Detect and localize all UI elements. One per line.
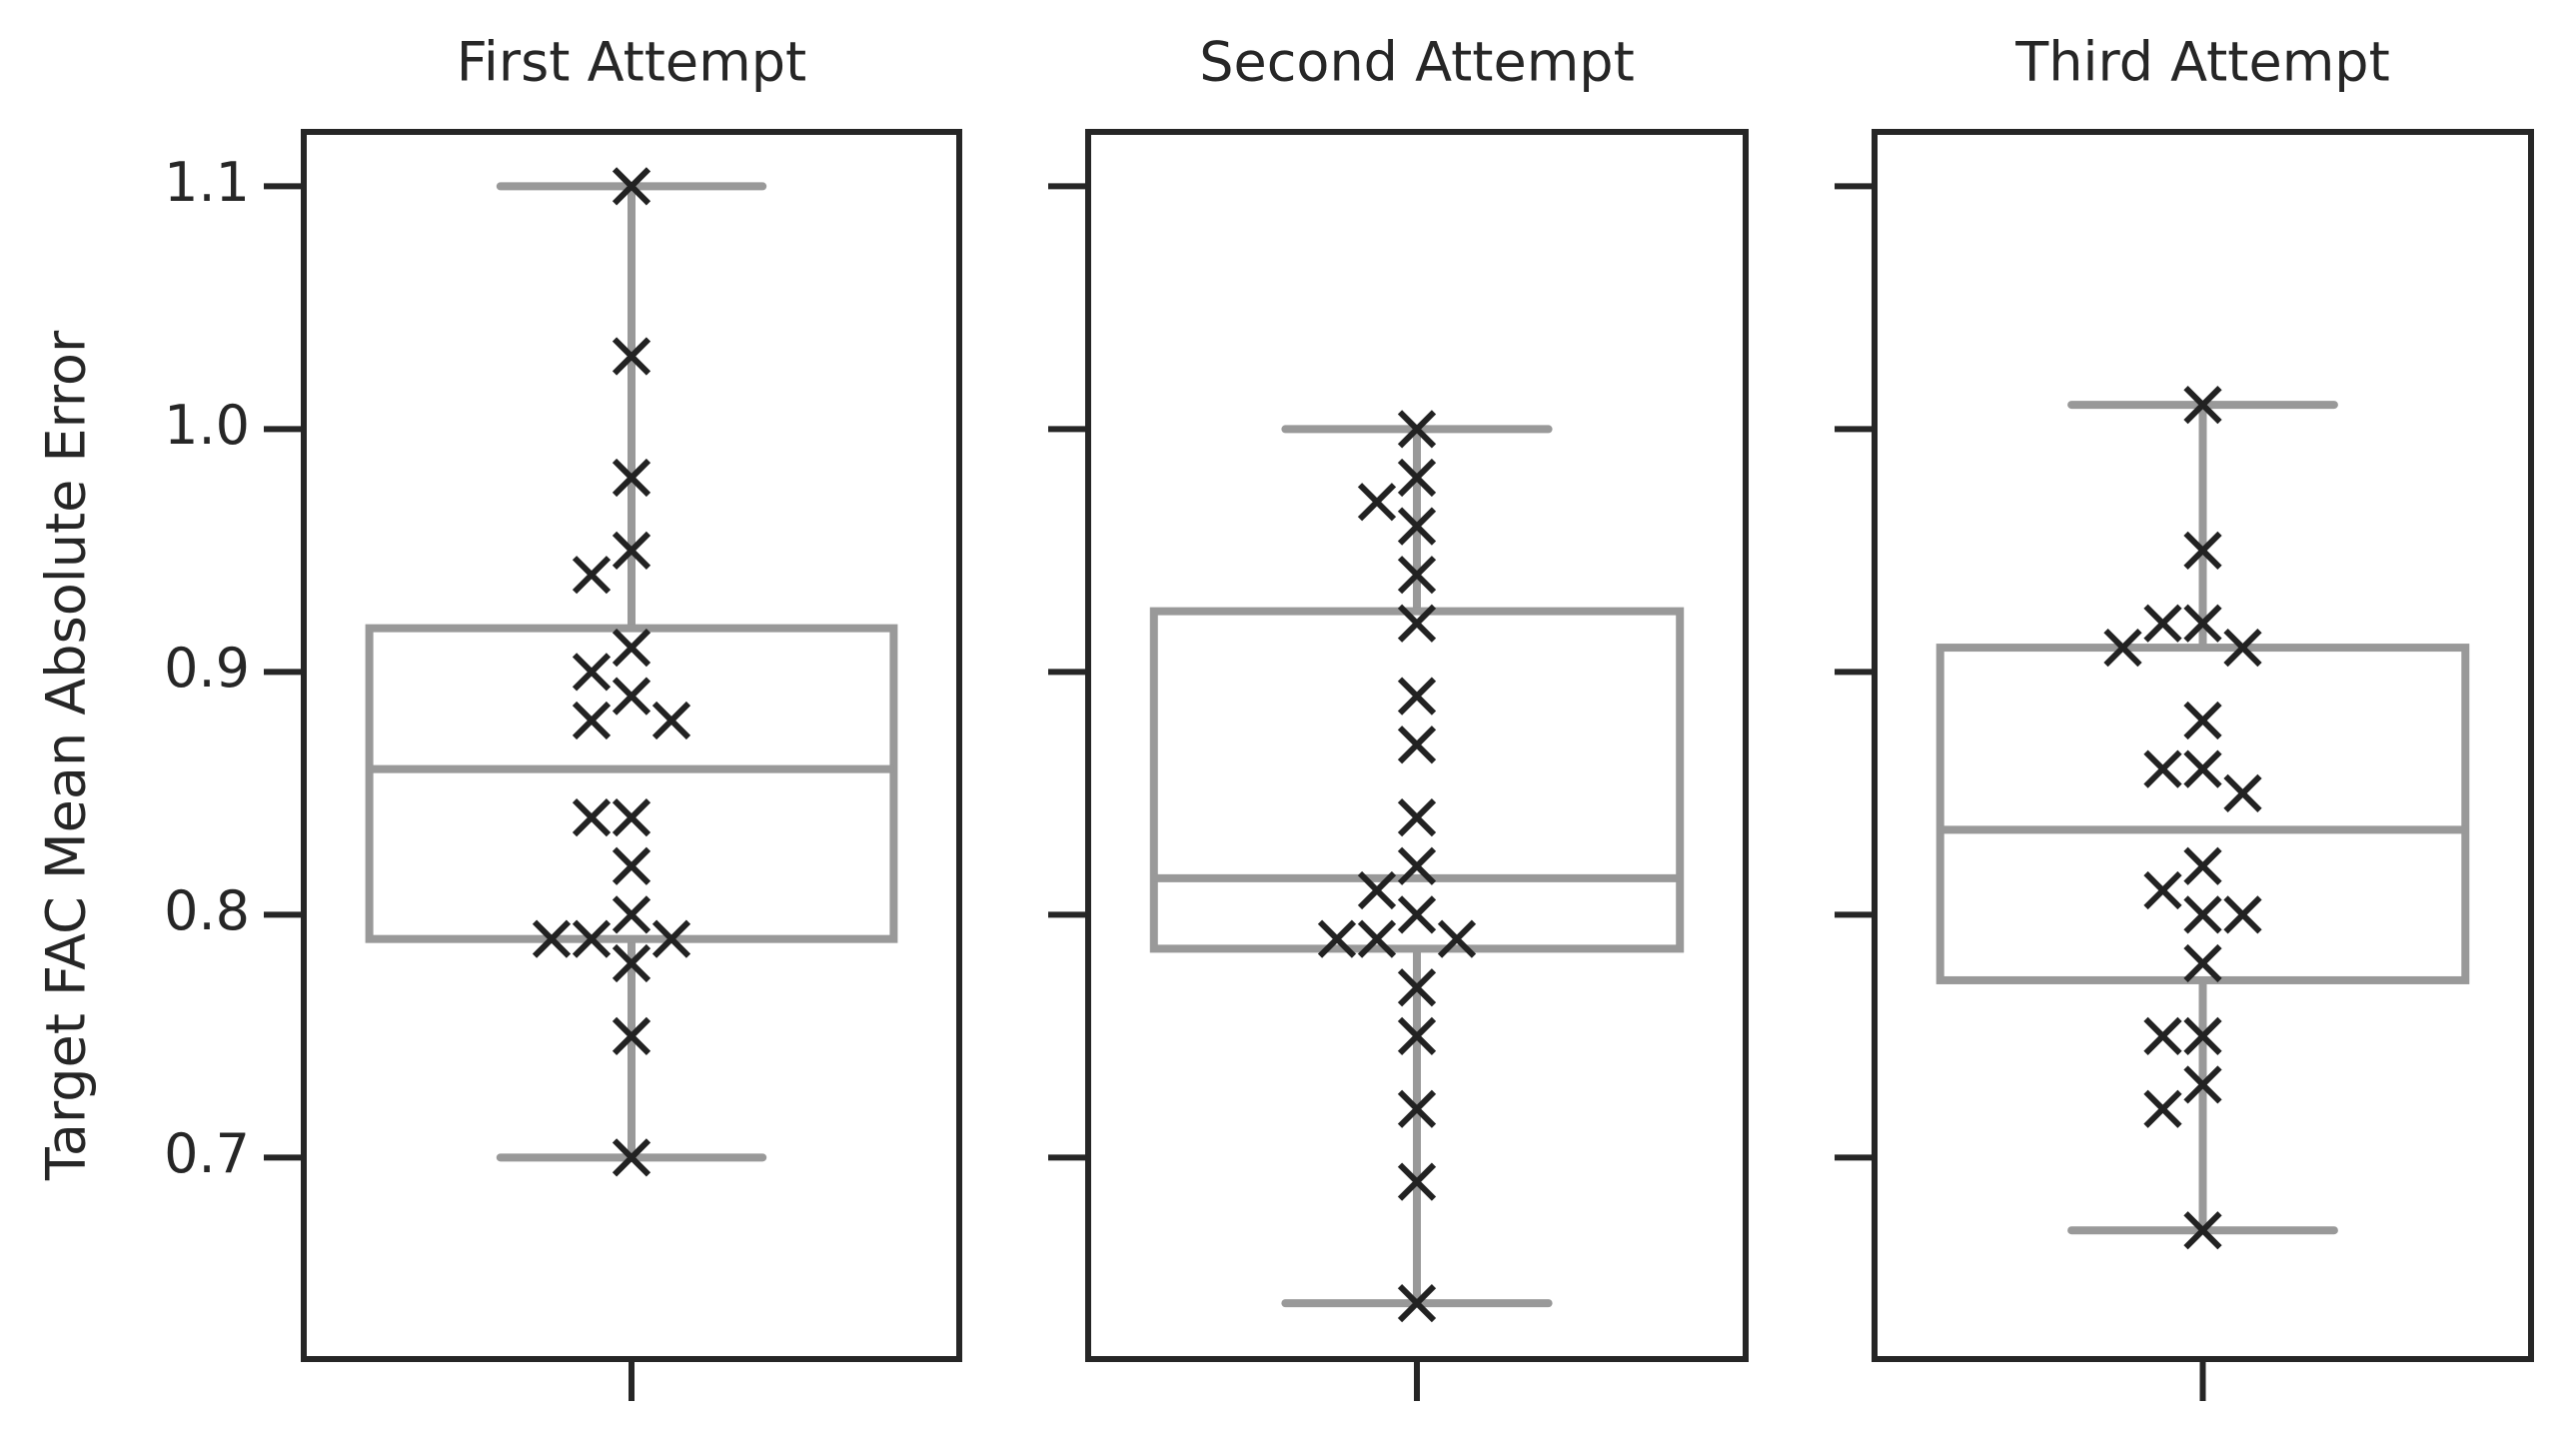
axes-frame bbox=[1872, 129, 2534, 1362]
data-point bbox=[1357, 870, 1397, 910]
data-point bbox=[2223, 773, 2262, 812]
subplot-title: First Attempt bbox=[457, 31, 806, 94]
data-point bbox=[2143, 1016, 2182, 1055]
data-point bbox=[2183, 846, 2222, 885]
data-point bbox=[1317, 919, 1357, 958]
data-point bbox=[1397, 725, 1437, 764]
data-point bbox=[1397, 410, 1437, 449]
data-point bbox=[612, 1138, 651, 1177]
axes-frame bbox=[1085, 129, 1749, 1362]
data-point bbox=[1397, 604, 1437, 643]
data-point bbox=[612, 628, 651, 668]
data-point bbox=[2143, 870, 2182, 910]
data-point bbox=[612, 895, 651, 934]
y-tick-label: 0.8 bbox=[164, 879, 250, 942]
data-point bbox=[2103, 628, 2142, 668]
data-point bbox=[572, 556, 612, 595]
data-point bbox=[1397, 1283, 1437, 1323]
data-point bbox=[612, 167, 651, 206]
data-point bbox=[612, 531, 651, 571]
data-point bbox=[1397, 895, 1437, 934]
data-point bbox=[2183, 943, 2222, 983]
data-point bbox=[2143, 749, 2182, 788]
data-point bbox=[1397, 1089, 1437, 1128]
data-point bbox=[1397, 846, 1437, 885]
data-point bbox=[1397, 507, 1437, 546]
data-point bbox=[2183, 604, 2222, 643]
data-point bbox=[532, 919, 572, 958]
data-point bbox=[612, 798, 651, 837]
data-point bbox=[572, 701, 612, 740]
data-point bbox=[1397, 677, 1437, 716]
data-point bbox=[1437, 919, 1477, 958]
data-point bbox=[2183, 895, 2222, 934]
box bbox=[1935, 644, 2470, 984]
data-point bbox=[651, 701, 691, 740]
data-point bbox=[2183, 701, 2222, 740]
y-tick-label: 0.7 bbox=[164, 1122, 250, 1185]
data-point bbox=[572, 653, 612, 692]
data-point bbox=[612, 337, 651, 376]
data-point bbox=[1397, 458, 1437, 498]
data-point bbox=[1357, 919, 1397, 958]
data-point bbox=[1397, 968, 1437, 1007]
data-point bbox=[1357, 483, 1397, 522]
data-point bbox=[2183, 531, 2222, 571]
axes-frame bbox=[301, 129, 962, 1362]
data-point bbox=[1397, 1016, 1437, 1055]
data-point bbox=[572, 798, 612, 837]
data-point bbox=[612, 677, 651, 716]
data-point bbox=[2183, 1211, 2222, 1250]
data-point bbox=[2143, 604, 2182, 643]
data-point bbox=[612, 1016, 651, 1055]
y-tick-label: 0.9 bbox=[164, 637, 250, 700]
subplot-title: Second Attempt bbox=[1199, 31, 1635, 94]
data-point bbox=[2143, 1089, 2182, 1128]
box bbox=[1149, 607, 1685, 953]
data-point bbox=[2223, 895, 2262, 934]
data-point bbox=[612, 846, 651, 885]
data-point bbox=[612, 943, 651, 983]
y-tick-label: 1.1 bbox=[164, 151, 250, 214]
data-point bbox=[2183, 1065, 2222, 1104]
y-axis-label: Target FAC Mean Absolute Error bbox=[35, 330, 98, 1181]
box bbox=[365, 624, 898, 943]
data-point bbox=[2183, 749, 2222, 788]
data-point bbox=[612, 458, 651, 498]
data-point bbox=[651, 919, 691, 958]
data-point bbox=[2223, 628, 2262, 668]
data-point bbox=[1397, 556, 1437, 595]
data-point bbox=[2183, 1016, 2222, 1055]
data-point bbox=[572, 919, 612, 958]
data-point bbox=[1397, 798, 1437, 837]
data-point bbox=[1397, 1162, 1437, 1201]
data-point bbox=[2183, 385, 2222, 425]
y-tick-label: 1.0 bbox=[164, 394, 250, 457]
subplot-title: Third Attempt bbox=[2014, 31, 2390, 94]
